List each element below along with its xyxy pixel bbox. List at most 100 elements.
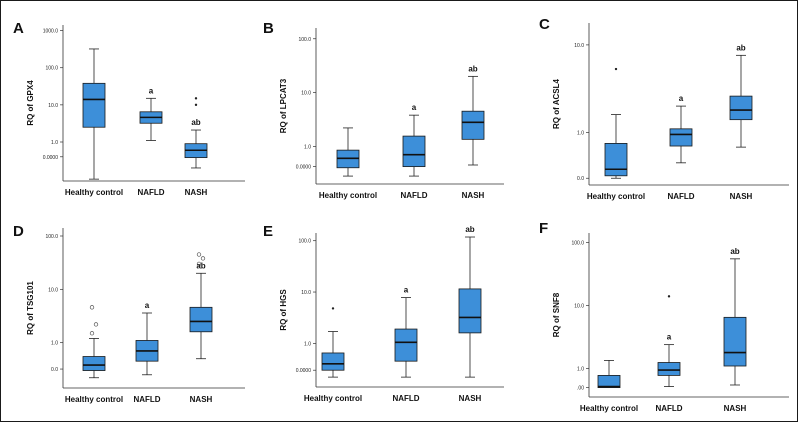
y-tick-label: 0.0: [577, 176, 584, 182]
panel-letter: E: [263, 223, 273, 240]
outlier-point: [196, 252, 202, 257]
box-group: ab: [458, 225, 482, 378]
outlier-point: [93, 322, 99, 327]
x-tick-label: NAFLD: [137, 188, 164, 197]
iqr-box: [402, 135, 426, 168]
x-tick-label: Healthy control: [319, 191, 377, 200]
iqr-box: [597, 375, 621, 389]
significance-label: ab: [196, 261, 205, 270]
outlier-point: [196, 261, 202, 267]
y-tick-label: 100.0: [571, 240, 584, 246]
panel-c: C 10.0 1.0 0.0 RQ of ACSL4 Healthy control NAF…: [539, 16, 789, 201]
y-tick-label: 1.0: [51, 341, 58, 347]
box-group: a: [402, 103, 426, 177]
x-tick-label: NASH: [724, 404, 747, 413]
significance-label: ab: [730, 247, 739, 256]
outlier-point: [194, 103, 198, 107]
panel-d: D 100.0 10.0 1.0 0.0 RQ of TSG101 Healthy cont…: [13, 223, 245, 404]
y-tick-label: 100.0: [298, 239, 311, 245]
iqr-box: [458, 288, 482, 334]
x-tick-label: Healthy control: [304, 394, 362, 403]
significance-label: a: [667, 333, 672, 342]
significance-label: ab: [465, 225, 474, 234]
box-group: [597, 359, 621, 389]
y-tick-label: 1.0: [304, 144, 311, 150]
iqr-box: [729, 95, 753, 121]
y-tick-label: 10.0: [48, 103, 58, 109]
outlier-point: [667, 295, 671, 298]
x-tick-label: NAFLD: [133, 395, 160, 404]
y-tick-label: 1.0: [51, 140, 58, 146]
significance-label: ab: [468, 64, 477, 73]
significance-label: ab: [191, 118, 200, 127]
box-group: ab: [461, 64, 485, 166]
y-tick-label: 1.0: [577, 130, 584, 136]
box-group: a: [394, 286, 418, 378]
outlier-point: [89, 331, 95, 336]
significance-label: a: [679, 94, 684, 103]
box-group: [336, 127, 360, 177]
x-tick-label: Healthy control: [65, 188, 123, 197]
y-tick-label: .00: [577, 386, 584, 392]
box-group: [321, 307, 345, 378]
y-tick-label: 100.0: [45, 66, 58, 72]
box-group: ab: [184, 97, 208, 169]
box-group: ab: [723, 247, 747, 386]
iqr-box: [321, 352, 345, 371]
box-group: a: [135, 301, 159, 376]
y-tick-label: 10.0: [301, 91, 311, 97]
significance-label: a: [404, 286, 409, 295]
panel-letter: B: [263, 20, 274, 37]
panel-a: A 1000.0 100.0 10.0 1.0 0.0000 RQ of GPX4 Healt…: [13, 20, 245, 197]
y-axis-label: RQ of ACSL4: [552, 78, 561, 128]
x-tick-label: NAFLD: [392, 394, 419, 403]
y-tick-label: 10.0: [574, 304, 584, 310]
y-axis-label: RQ of LPCAT3: [279, 78, 288, 133]
y-axis-label: RQ of HGS: [279, 289, 288, 331]
significance-label: a: [412, 103, 417, 112]
iqr-box: [604, 143, 628, 177]
y-tick-label: 10.0: [301, 290, 311, 296]
box-group: ab: [189, 252, 213, 360]
outlier-point: [614, 67, 618, 71]
iqr-box: [394, 328, 418, 362]
x-tick-label: NAFLD: [655, 404, 682, 413]
y-tick-label: 0.0: [51, 367, 58, 373]
panel-letter: C: [539, 16, 550, 33]
panel-letter: D: [13, 223, 24, 240]
y-tick-label: 0.0000: [43, 155, 59, 161]
panel-e: E 100.0 10.0 1.0 0.0000 RQ of HGS Healthy cont…: [263, 223, 504, 403]
x-tick-label: Healthy control: [587, 192, 645, 201]
y-axis-label: RQ of GPX4: [26, 80, 35, 126]
iqr-box: [189, 306, 213, 333]
y-axis-label: RQ of TSG101: [26, 281, 35, 335]
iqr-box: [82, 356, 106, 371]
box-group: ab: [729, 43, 753, 148]
iqr-box: [669, 128, 693, 147]
panel-letter: F: [539, 220, 548, 237]
y-tick-label: 1.0: [577, 367, 584, 373]
outlier-point: [194, 97, 198, 100]
outlier-point: [89, 305, 95, 310]
x-tick-label: NASH: [185, 188, 208, 197]
x-tick-label: Healthy control: [65, 395, 123, 404]
y-tick-label: 1.0: [304, 341, 311, 347]
x-tick-label: NASH: [462, 191, 485, 200]
significance-label: a: [145, 301, 150, 310]
significance-label: a: [149, 86, 154, 95]
box-group: [82, 305, 106, 379]
y-tick-label: 10.0: [48, 287, 58, 293]
y-tick-label: 10.0: [574, 43, 584, 49]
y-axis-label: RQ of SNF8: [552, 292, 561, 337]
box-group: [604, 67, 628, 179]
y-tick-label: 0.0000: [296, 165, 312, 171]
x-tick-label: NAFLD: [400, 191, 427, 200]
outlier-point: [200, 256, 206, 261]
outlier-point: [331, 307, 335, 310]
y-tick-label: 1000.0: [43, 29, 59, 35]
panel-letter: A: [13, 20, 24, 37]
significance-label: ab: [736, 43, 745, 52]
y-tick-label: 100.0: [45, 234, 58, 240]
